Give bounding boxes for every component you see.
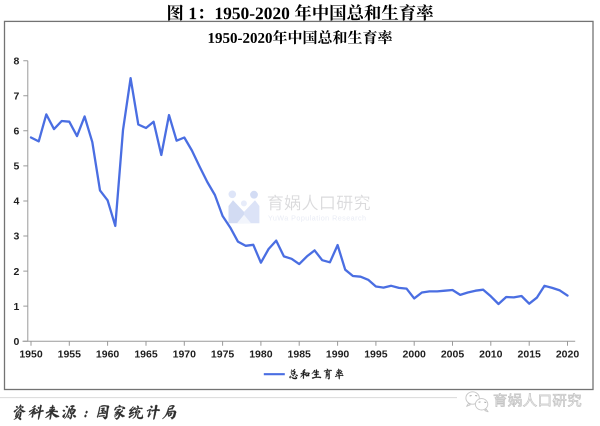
- svg-text:2: 2: [13, 266, 19, 278]
- svg-text:2000: 2000: [403, 348, 427, 360]
- svg-text:5: 5: [13, 161, 19, 173]
- svg-text:1990: 1990: [326, 348, 350, 360]
- svg-text:1995: 1995: [364, 348, 388, 360]
- svg-text:0: 0: [13, 336, 19, 348]
- svg-text:YuWa Population Research: YuWa Population Research: [268, 214, 366, 223]
- svg-text:2020: 2020: [556, 348, 580, 360]
- svg-text:2015: 2015: [518, 348, 542, 360]
- svg-text:1980: 1980: [249, 348, 273, 360]
- svg-text:4: 4: [13, 196, 19, 208]
- svg-text:1: 1: [13, 301, 19, 313]
- svg-text:1950: 1950: [19, 348, 43, 360]
- svg-text:7: 7: [13, 91, 19, 103]
- svg-text:2010: 2010: [479, 348, 503, 360]
- svg-text:2005: 2005: [441, 348, 465, 360]
- svg-text:1960: 1960: [96, 348, 120, 360]
- svg-text:1985: 1985: [288, 348, 312, 360]
- svg-text:1955: 1955: [58, 348, 82, 360]
- svg-text:1975: 1975: [211, 348, 235, 360]
- svg-text:8: 8: [13, 55, 19, 67]
- svg-text:6: 6: [13, 126, 19, 138]
- svg-text:1965: 1965: [134, 348, 158, 360]
- svg-text:3: 3: [13, 231, 19, 243]
- svg-text:1970: 1970: [173, 348, 197, 360]
